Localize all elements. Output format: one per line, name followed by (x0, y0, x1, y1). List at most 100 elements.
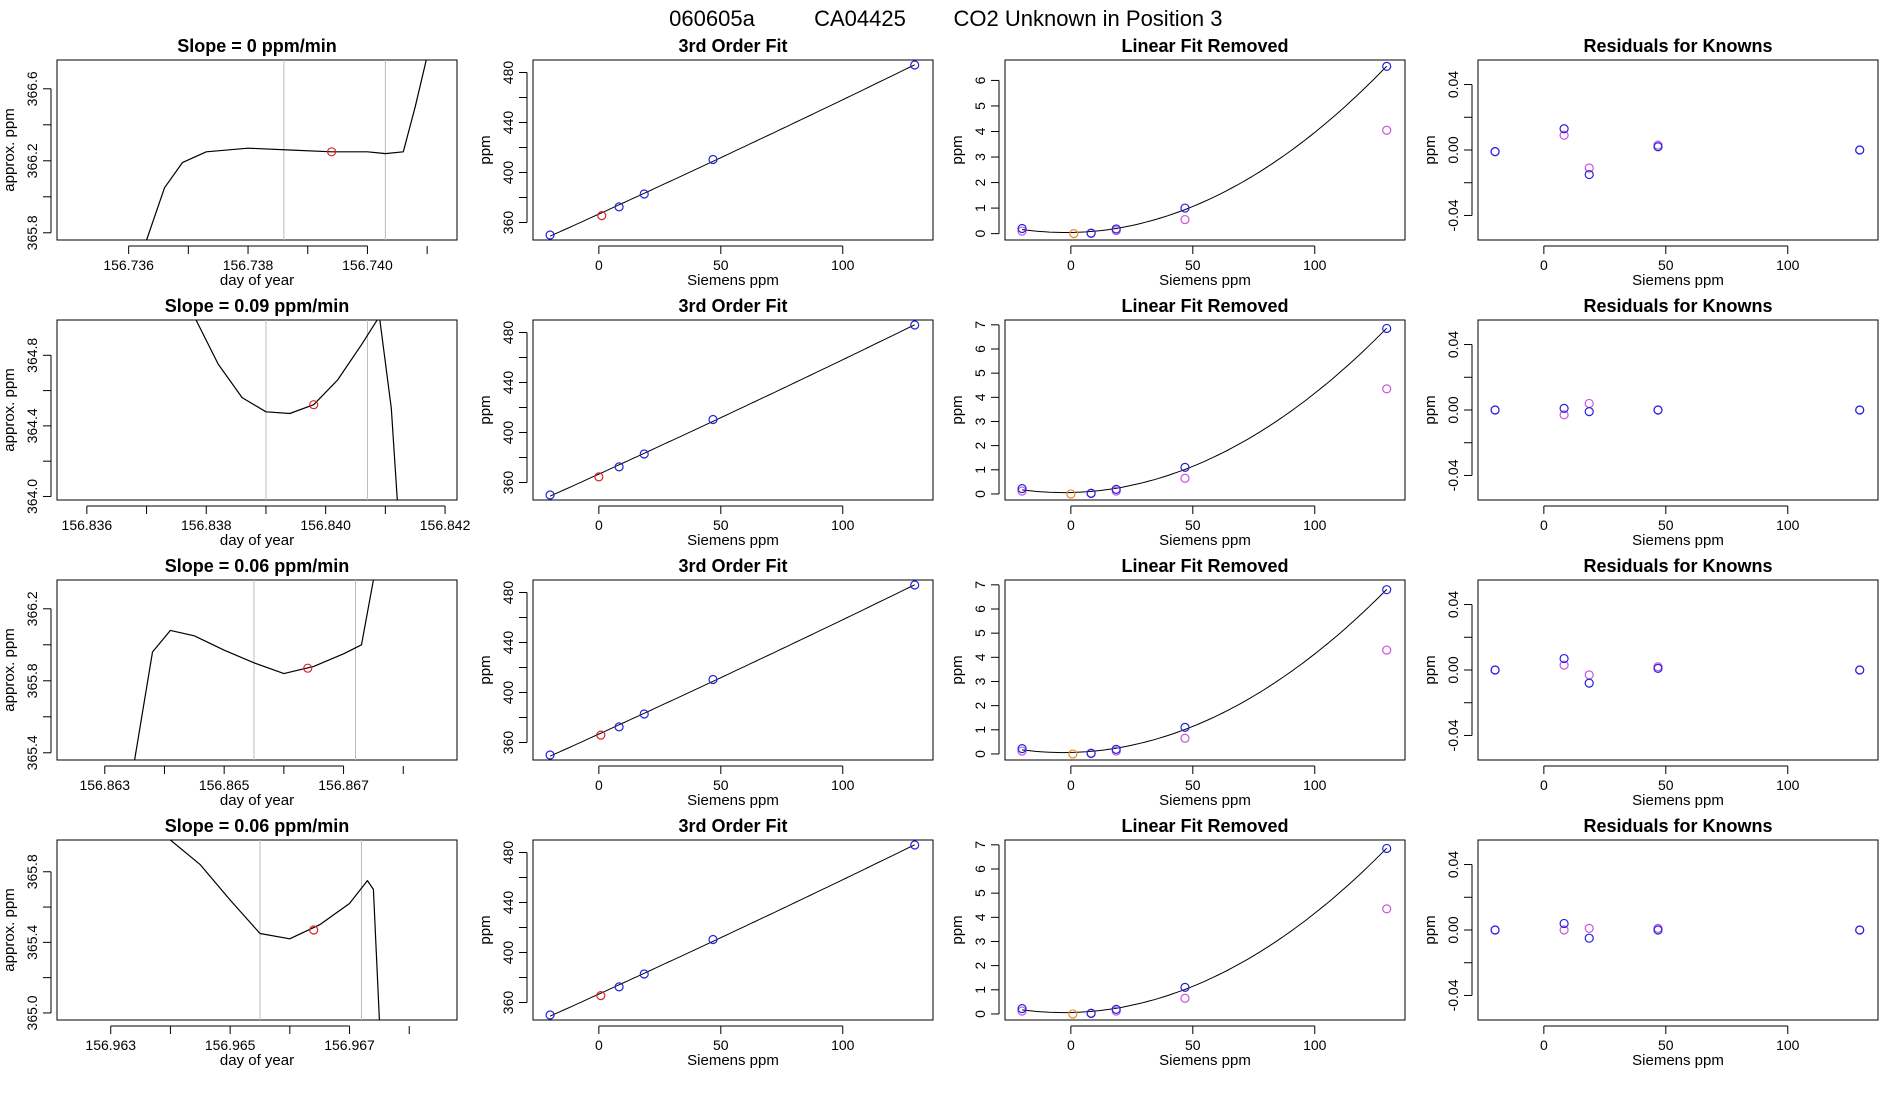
known-standard-marker (1180, 722, 1190, 732)
known-standard-marker (1559, 124, 1569, 134)
y-tick-label: 1 (972, 726, 988, 734)
y-tick-label: 4 (972, 393, 988, 401)
x-tick-label: 156.840 (300, 517, 351, 533)
y-tick-label: 5 (972, 369, 988, 377)
plot-area (146, 60, 427, 240)
fit-point-marker (1382, 125, 1392, 135)
panel-r3-linear_removed: Linear Fit Removed Siemens ppm ppm 0 50 100 0 1… (949, 556, 1406, 809)
x-tick-label: 156.867 (318, 777, 369, 793)
y-tick-label: 0.04 (1445, 71, 1461, 98)
plot-area (195, 320, 398, 500)
panel-title: Linear Fit Removed (1121, 36, 1288, 56)
known-standard-marker (1111, 1004, 1121, 1014)
fit-point-marker (1017, 746, 1027, 756)
y-tick-label: 480 (500, 321, 516, 345)
y-axis-label: ppm (477, 135, 494, 164)
y-axis-label: ppm (1422, 915, 1439, 944)
fit-curve-line (549, 64, 915, 237)
panel-title: Slope = 0.09 ppm/min (165, 296, 350, 316)
known-standard-marker (614, 722, 624, 732)
x-tick-label: 100 (1776, 517, 1800, 533)
y-tick-label: 6 (972, 605, 988, 613)
plot-area (545, 580, 920, 760)
y-tick-label: 400 (500, 161, 516, 185)
x-axis-label: Siemens ppm (1159, 272, 1251, 289)
y-tick-label: 440 (500, 111, 516, 135)
y-tick-label: 7 (972, 321, 988, 329)
y-tick-label: 360 (500, 991, 516, 1015)
x-tick-label: 156.836 (62, 517, 113, 533)
known-standard-marker (545, 490, 555, 500)
known-standard-marker (639, 969, 649, 979)
y-tick-label: 5 (972, 629, 988, 637)
fit-point-marker (1180, 993, 1190, 1003)
x-tick-label: 0 (595, 517, 603, 533)
unknown-sample-marker (596, 991, 606, 1001)
y-tick-label: 3 (972, 937, 988, 945)
x-axis-label: Siemens ppm (687, 792, 779, 809)
panel-title: Linear Fit Removed (1121, 296, 1288, 316)
plot-frame (1004, 579, 1406, 761)
x-tick-label: 0 (1540, 1037, 1548, 1053)
panel-r1-residuals: Residuals for Knowns Siemens ppm ppm 0 50 100… (1422, 36, 1879, 289)
concentration-trace-line (170, 840, 380, 1020)
unknown-sample-marker (1068, 1009, 1078, 1019)
x-tick-label: 156.865 (199, 777, 250, 793)
y-tick-label: 0 (972, 230, 988, 238)
panel-r3-trace: Slope = 0.06 ppm/min day of year approx. p… (1, 556, 458, 809)
fit-point-marker (1180, 473, 1190, 483)
plot-area (1017, 843, 1392, 1019)
fit-point-marker (1559, 925, 1569, 935)
plot-area (545, 320, 920, 500)
panel-grid: Slope = 0 ppm/min day of year approx. ppm 1… (1, 36, 1879, 1069)
known-standard-marker (1017, 1004, 1027, 1014)
x-tick-label: 100 (831, 1037, 855, 1053)
fit-point-marker (1180, 733, 1190, 743)
known-standard-marker (639, 709, 649, 719)
y-tick-label: 0 (972, 750, 988, 758)
y-tick-label: 480 (500, 61, 516, 85)
y-tick-label: 360 (500, 731, 516, 755)
y-tick-label: 365.4 (24, 735, 40, 770)
known-standard-marker (910, 320, 920, 330)
known-standard-marker (545, 230, 555, 240)
known-standard-marker (1086, 748, 1096, 758)
x-tick-label: 50 (1185, 1037, 1201, 1053)
unknown-sample-marker (597, 211, 607, 221)
known-standard-marker (1584, 678, 1594, 688)
y-axis-label: approx. ppm (1, 628, 18, 711)
x-tick-label: 156.965 (205, 1037, 256, 1053)
y-axis-label: approx. ppm (1, 108, 18, 191)
x-tick-label: 50 (1658, 517, 1674, 533)
y-tick-label: 480 (500, 841, 516, 865)
x-axis-label: day of year (220, 792, 294, 809)
y-tick-label: 480 (500, 581, 516, 605)
unknown-mean-marker (327, 147, 337, 157)
y-tick-label: 1 (972, 204, 988, 212)
x-tick-label: 156.963 (85, 1037, 136, 1053)
panel-title: Residuals for Knowns (1583, 556, 1772, 576)
fit-point-marker (1559, 130, 1569, 140)
y-tick-label: 4 (972, 127, 988, 135)
y-tick-label: 6 (972, 76, 988, 84)
panel-r2-residuals: Residuals for Knowns Siemens ppm ppm 0 50 100… (1422, 296, 1879, 549)
known-standard-marker (1653, 405, 1663, 415)
y-tick-label: 0.00 (1445, 136, 1461, 163)
panel-title: 3rd Order Fit (678, 296, 787, 316)
plot-frame (56, 319, 458, 501)
known-standard-marker (910, 60, 920, 70)
panel-r1-linear_removed: Linear Fit Removed Siemens ppm ppm 0 50 100 0 1… (949, 36, 1406, 289)
known-standard-marker (1855, 925, 1865, 935)
fit-point-marker (1382, 904, 1392, 914)
x-tick-label: 50 (713, 257, 729, 273)
known-standard-marker (1584, 169, 1594, 180)
y-tick-label: -0.04 (1445, 719, 1461, 751)
panel-r1-fit: 3rd Order Fit Siemens ppm ppm 0 50 100 360 400 4… (477, 36, 934, 289)
x-tick-label: 50 (1658, 777, 1674, 793)
x-tick-label: 0 (1067, 777, 1075, 793)
fit-point-marker (1559, 660, 1569, 670)
unknown-sample-marker (1069, 229, 1079, 239)
known-standard-marker (1017, 744, 1027, 754)
y-axis-label: approx. ppm (1, 368, 18, 451)
unknown-sample-marker (1066, 489, 1076, 499)
